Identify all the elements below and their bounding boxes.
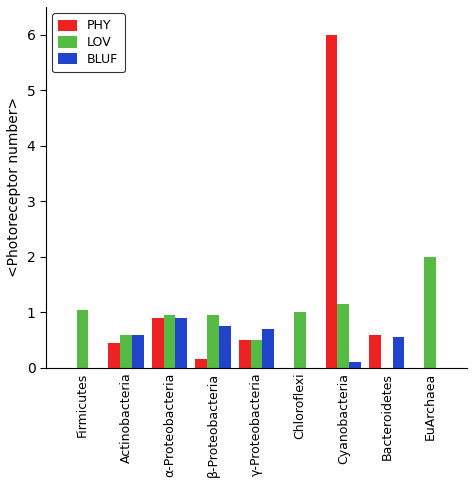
Bar	[369, 334, 381, 368]
Bar	[164, 315, 175, 368]
Bar	[77, 310, 89, 368]
Bar	[195, 360, 207, 368]
Bar	[262, 329, 274, 368]
Bar	[294, 312, 306, 368]
Bar	[337, 304, 349, 368]
Bar	[424, 257, 436, 368]
Bar	[207, 315, 219, 368]
Bar	[392, 337, 404, 368]
Bar	[239, 340, 251, 368]
Bar	[326, 35, 337, 368]
Bar	[349, 362, 361, 368]
Bar	[109, 343, 120, 368]
Y-axis label: <Photoreceptor number>: <Photoreceptor number>	[7, 97, 21, 277]
Bar	[120, 334, 132, 368]
Bar	[152, 318, 164, 368]
Bar	[219, 326, 230, 368]
Legend: PHY, LOV, BLUF: PHY, LOV, BLUF	[52, 13, 125, 72]
Bar	[251, 340, 262, 368]
Bar	[132, 334, 144, 368]
Bar	[175, 318, 187, 368]
